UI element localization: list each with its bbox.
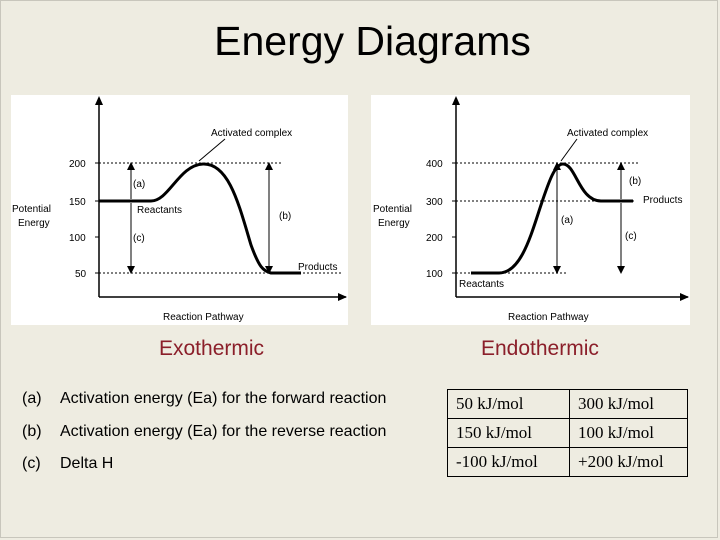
values-table: 50 kJ/mol 300 kJ/mol 150 kJ/mol 100 kJ/m… bbox=[447, 389, 688, 477]
tick-label: 200 bbox=[426, 233, 443, 244]
y-axis-label: Energy bbox=[18, 218, 50, 229]
endo-value: 300 kJ/mol bbox=[569, 389, 688, 419]
tick-label: 100 bbox=[426, 269, 443, 280]
annotation-a: (a) bbox=[133, 179, 145, 190]
row-label-c: (c) Delta H bbox=[22, 455, 113, 473]
activated-complex-label: Activated complex bbox=[567, 128, 648, 139]
row-text: Delta H bbox=[60, 455, 114, 472]
endo-value: +200 kJ/mol bbox=[569, 447, 688, 477]
y-axis-label: Potential bbox=[12, 204, 51, 215]
row-tag: (a) bbox=[22, 390, 42, 407]
annotation-c: (c) bbox=[625, 231, 637, 242]
energy-curve bbox=[99, 162, 301, 275]
reactants-label: Reactants bbox=[459, 279, 504, 290]
x-axis-arrowhead bbox=[338, 293, 347, 301]
tick-label: 400 bbox=[426, 159, 443, 170]
row-tag: (c) bbox=[22, 455, 41, 472]
annotation-a: (a) bbox=[561, 215, 573, 226]
tick-label: 150 bbox=[69, 197, 86, 208]
row-text: Activation energy (Ea) for the forward r… bbox=[60, 390, 387, 407]
activated-complex-label: Activated complex bbox=[211, 128, 292, 139]
products-label: Products bbox=[298, 262, 337, 273]
y-axis-label: Energy bbox=[378, 218, 410, 229]
row-label-a: (a) Activation energy (Ea) for the forwar… bbox=[22, 390, 386, 408]
exo-value: 50 kJ/mol bbox=[447, 389, 570, 419]
slide-title: Energy Diagrams bbox=[214, 18, 531, 64]
products-label: Products bbox=[643, 195, 682, 206]
exothermic-diagram: 200 150 100 50 Potential Energy Activate… bbox=[11, 95, 348, 325]
table-row: 150 kJ/mol 100 kJ/mol bbox=[447, 418, 688, 448]
tick-label: 200 bbox=[69, 159, 86, 170]
annotation-c: (c) bbox=[133, 233, 145, 244]
tick-label: 100 bbox=[69, 233, 86, 244]
table-row: -100 kJ/mol +200 kJ/mol bbox=[447, 447, 688, 477]
row-text: Activation energy (Ea) for the reverse r… bbox=[60, 423, 387, 440]
endothermic-diagram: 400 300 200 100 Potential Energy Activat… bbox=[371, 95, 690, 325]
row-label-b: (b) Activation energy (Ea) for the revers… bbox=[22, 423, 386, 441]
y-axis-arrowhead bbox=[452, 96, 460, 105]
exothermic-caption: Exothermic bbox=[159, 337, 265, 360]
tick-label: 50 bbox=[75, 269, 87, 280]
y-axis-label: Potential bbox=[373, 204, 412, 215]
energy-curve bbox=[471, 162, 633, 275]
exo-value: -100 kJ/mol bbox=[447, 447, 570, 477]
reactants-label: Reactants bbox=[137, 205, 182, 216]
x-axis-label: Reaction Pathway bbox=[508, 312, 589, 323]
x-axis-label: Reaction Pathway bbox=[163, 312, 244, 323]
tick-label: 300 bbox=[426, 197, 443, 208]
endo-value: 100 kJ/mol bbox=[569, 418, 688, 448]
table-row: 50 kJ/mol 300 kJ/mol bbox=[447, 389, 688, 419]
endothermic-caption: Endothermic bbox=[481, 337, 599, 360]
x-axis-arrowhead bbox=[680, 293, 689, 301]
row-tag: (b) bbox=[22, 423, 42, 440]
annotation-b: (b) bbox=[279, 211, 291, 222]
exo-value: 150 kJ/mol bbox=[447, 418, 570, 448]
annotation-b: (b) bbox=[629, 176, 641, 187]
y-axis-arrowhead bbox=[95, 96, 103, 105]
